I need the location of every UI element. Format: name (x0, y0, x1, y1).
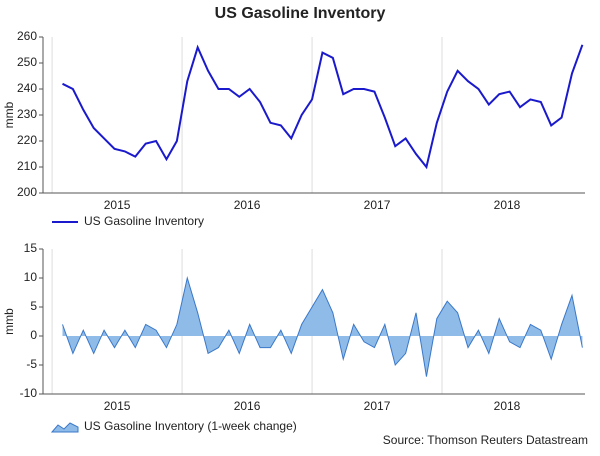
legend-label: US Gasoline Inventory (84, 214, 204, 228)
y-tick-label: 240 (17, 81, 37, 95)
x-tick-label: 2015 (104, 198, 131, 212)
y-tick-label: 230 (17, 107, 37, 121)
source: Source: Thomson Reuters Datastream (383, 433, 588, 447)
x-tick-label: 2017 (364, 399, 391, 413)
y-tick-label: -10 (20, 386, 38, 400)
y-tick-label: 220 (17, 133, 37, 147)
y-tick-label: 5 (30, 299, 37, 313)
y-tick-label: 250 (17, 55, 37, 69)
y-tick-label: 0 (30, 328, 37, 342)
y-tick-label: 210 (17, 159, 37, 173)
x-tick-label: 2016 (234, 399, 261, 413)
area-line (62, 276, 583, 377)
x-tick-label: 2016 (234, 198, 261, 212)
chart-title: US Gasoline Inventory (215, 5, 386, 22)
x-tick-label: 2017 (364, 198, 391, 212)
x-tick-label: 2018 (494, 198, 521, 212)
y-tick-label: 200 (17, 185, 37, 199)
legend-swatch (50, 422, 79, 433)
y-tick-label: 15 (24, 241, 38, 255)
x-tick-label: 2015 (104, 399, 131, 413)
y-tick-label: 260 (17, 29, 37, 43)
y-axis-label: mmb (2, 308, 16, 335)
y-tick-label: 10 (24, 270, 38, 284)
x-tick-label: 2018 (494, 399, 521, 413)
area (62, 278, 583, 377)
y-axis-label: mmb (2, 101, 16, 128)
y-tick-label: -5 (26, 357, 37, 371)
line (62, 44, 584, 170)
legend-label: US Gasoline Inventory (1-week change) (84, 419, 297, 433)
